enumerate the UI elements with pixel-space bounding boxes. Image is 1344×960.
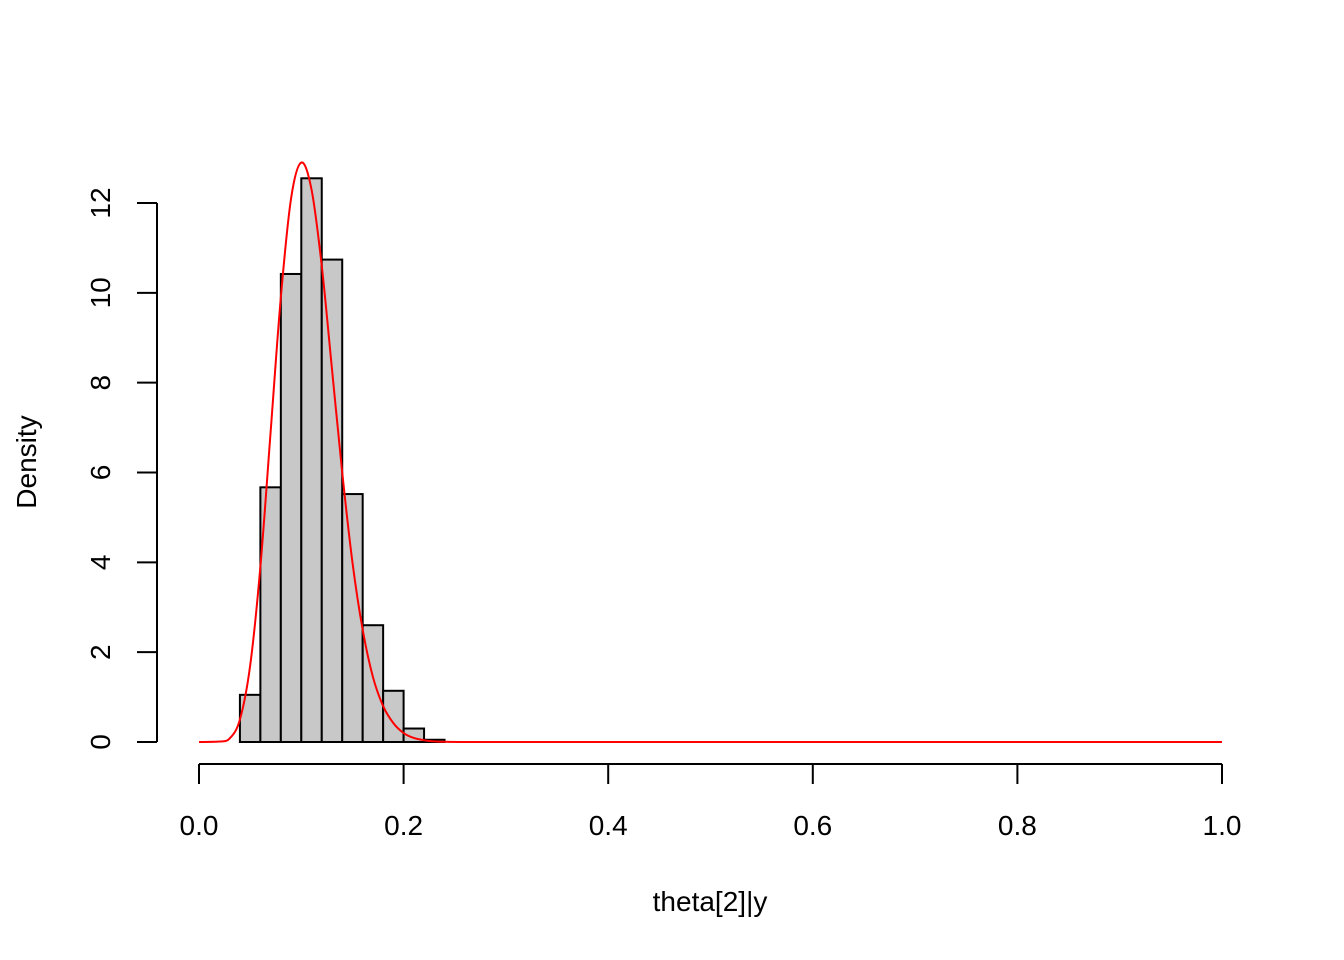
y-tick-label: 4 bbox=[85, 555, 116, 571]
x-tick-label: 0.2 bbox=[384, 810, 423, 841]
y-tick-label: 10 bbox=[85, 277, 116, 308]
x-axis: 0.0 0.2 0.4 0.6 0.8 1.0 bbox=[180, 763, 1242, 841]
histogram-bar bbox=[238, 693, 262, 744]
density-curve-layer bbox=[198, 161, 1222, 744]
x-tick-label: 0.6 bbox=[793, 810, 832, 841]
y-tick-label: 0 bbox=[85, 734, 116, 750]
y-tick-label: 6 bbox=[85, 465, 116, 481]
y-axis: 0 2 4 6 8 10 12 bbox=[85, 187, 158, 750]
y-tick-label: 12 bbox=[85, 187, 116, 218]
histogram-bar bbox=[382, 689, 405, 743]
x-tick-label: 0.0 bbox=[180, 810, 219, 841]
density-curve bbox=[198, 161, 1222, 744]
x-tick-label: 1.0 bbox=[1203, 810, 1242, 841]
x-tick-label: 0.8 bbox=[998, 810, 1037, 841]
y-tick-label: 2 bbox=[85, 644, 116, 660]
histogram-bars bbox=[238, 177, 446, 744]
histogram-bar bbox=[320, 258, 344, 743]
x-axis-title: theta[2]|y bbox=[653, 886, 768, 917]
y-axis-title: Density bbox=[11, 415, 42, 508]
histogram-bar bbox=[300, 177, 323, 743]
histogram-bar bbox=[279, 272, 303, 743]
y-tick-label: 8 bbox=[85, 375, 116, 391]
x-tick-label: 0.4 bbox=[589, 810, 628, 841]
histogram-bar bbox=[341, 493, 364, 743]
